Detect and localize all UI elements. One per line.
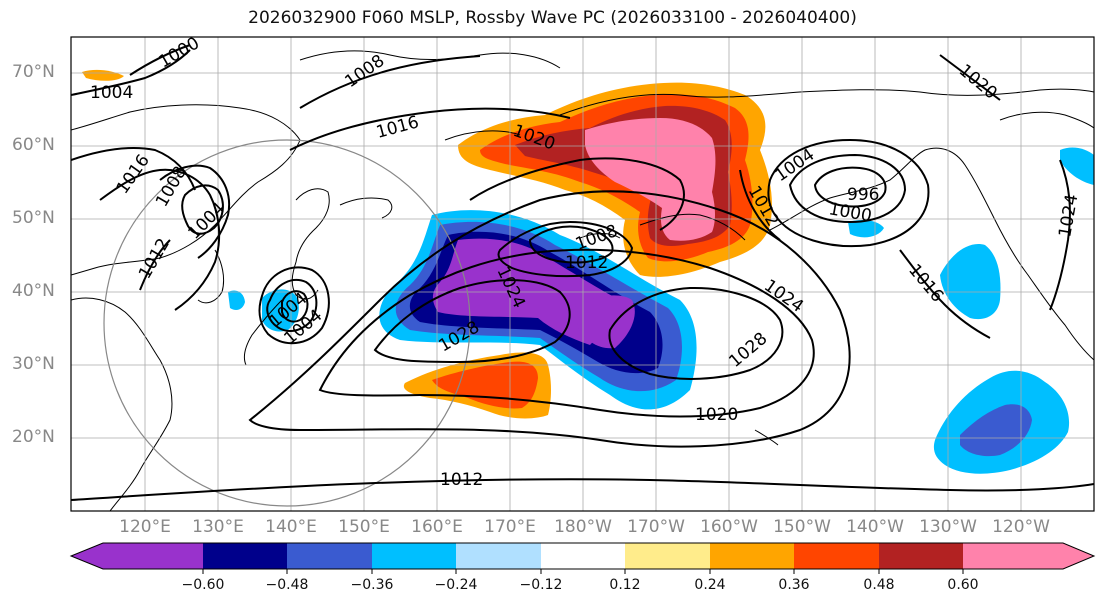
lon-label: 130°W	[919, 517, 977, 537]
isobar-low-alaska-1004	[767, 138, 930, 248]
positive-anomaly-pink	[585, 118, 716, 241]
colorbar-bin	[372, 543, 456, 569]
isobar-1016-west	[99, 168, 221, 311]
lon-label: 180°W	[554, 517, 612, 537]
isobar-1016-ne	[899, 249, 991, 339]
range-circle	[103, 139, 471, 507]
negative-anomaly-east-core	[960, 404, 1032, 457]
lon-label: 150°E	[338, 517, 390, 537]
colorbar-tick-label: 0.12	[609, 577, 641, 593]
isobar-1020	[248, 190, 851, 448]
map-frame	[70, 36, 1095, 512]
colorbar-outline	[69, 542, 1096, 570]
colorbar	[69, 542, 1096, 574]
colorbar-tick-label: −0.60	[181, 577, 225, 593]
lat-label: 30°N	[12, 354, 55, 374]
isobar-low-alaska-996	[813, 166, 887, 208]
isobar-low-alaska-1000	[788, 153, 907, 224]
isobar-1012-south	[71, 478, 1094, 501]
colorbar-extend-low	[71, 543, 103, 569]
colorbar-tick-label: −0.48	[265, 577, 309, 593]
isobar-1000-nw	[129, 44, 191, 76]
colorbar-bin	[710, 543, 794, 569]
isobar-label: 1004	[90, 83, 133, 103]
isobar-low-japan-1	[266, 279, 318, 332]
lon-label: 150°W	[773, 517, 831, 537]
isobar-1012-mid	[497, 220, 634, 278]
lon-label: 160°W	[700, 517, 758, 537]
isobar-1024	[318, 248, 815, 418]
figure-title: 2026032900 F060 MSLP, Rossby Wave PC (20…	[248, 8, 857, 28]
colorbar-bin	[203, 543, 287, 569]
positive-anomaly-south-core	[432, 361, 538, 409]
negative-anomaly-nwamerica	[940, 244, 1001, 320]
negative-anomaly-eastcore	[575, 295, 635, 349]
isobar-1012-west	[139, 239, 171, 291]
colorbar-bin	[963, 543, 1063, 569]
colorbar-bin	[879, 543, 963, 569]
colorbar-bin	[456, 543, 541, 569]
lat-label: 60°N	[12, 135, 55, 155]
lat-label: 20°N	[12, 427, 55, 447]
colorbar-bin	[541, 543, 625, 569]
isobar-label: 996	[847, 185, 879, 205]
negative-anomaly-nwamerica-edge	[1060, 147, 1094, 185]
isobar-1004-nw	[71, 49, 191, 96]
colorbar-tick-label: 0.48	[863, 577, 895, 593]
colorbar-bin	[625, 543, 710, 569]
isobar-label: 1012	[440, 470, 483, 490]
colorbar-bin	[287, 543, 372, 569]
isobar-1028-east	[608, 286, 784, 380]
lat-label: 50°N	[12, 208, 55, 228]
lon-label: 120°W	[992, 517, 1050, 537]
isobar-1016-alaska	[469, 157, 685, 231]
lon-label: 140°W	[846, 517, 904, 537]
lon-label: 130°E	[192, 517, 244, 537]
isobar-1008-west	[159, 164, 230, 259]
lat-label: 70°N	[12, 62, 55, 82]
lon-label: 140°E	[265, 517, 317, 537]
isobar-1028-west	[373, 279, 571, 364]
isobar-low-japan-2	[281, 290, 309, 323]
isobar-1004-west	[181, 184, 224, 235]
colorbar-ticks	[202, 569, 964, 574]
lon-label: 170°W	[627, 517, 685, 537]
isobar-1012-alaska	[739, 169, 781, 241]
lon-label: 160°E	[411, 517, 463, 537]
isobar-1016-north	[289, 107, 571, 151]
colorbar-tick-label: 0.36	[778, 577, 810, 593]
colorbar-tick-label: −0.36	[350, 577, 394, 593]
colorbar-tick-label: 0.24	[694, 577, 726, 593]
lon-label: 170°E	[484, 517, 536, 537]
graticule	[71, 37, 1094, 511]
isobar-1024-ne	[1049, 159, 1071, 311]
isobars	[71, 44, 1094, 501]
negative-anomaly-japan-west	[228, 290, 245, 310]
colorbar-tick-label: −0.12	[519, 577, 563, 593]
colorbar-bin	[794, 543, 879, 569]
colorbar-tick-label: 0.60	[947, 577, 979, 593]
colorbar-tick-label: −0.24	[434, 577, 478, 593]
colorbar-bin	[103, 543, 203, 569]
isobar-label: 1012	[565, 253, 608, 273]
lon-label: 120°E	[119, 517, 171, 537]
colorbar-extend-high	[1063, 543, 1094, 569]
lat-label: 40°N	[12, 281, 55, 301]
isobar-1020-ne	[939, 54, 1001, 101]
isobar-low-japan-3	[258, 266, 330, 345]
isobar-1008-north	[299, 55, 481, 109]
isobar-1008	[528, 225, 614, 264]
isobar-label: 1020	[695, 405, 738, 425]
